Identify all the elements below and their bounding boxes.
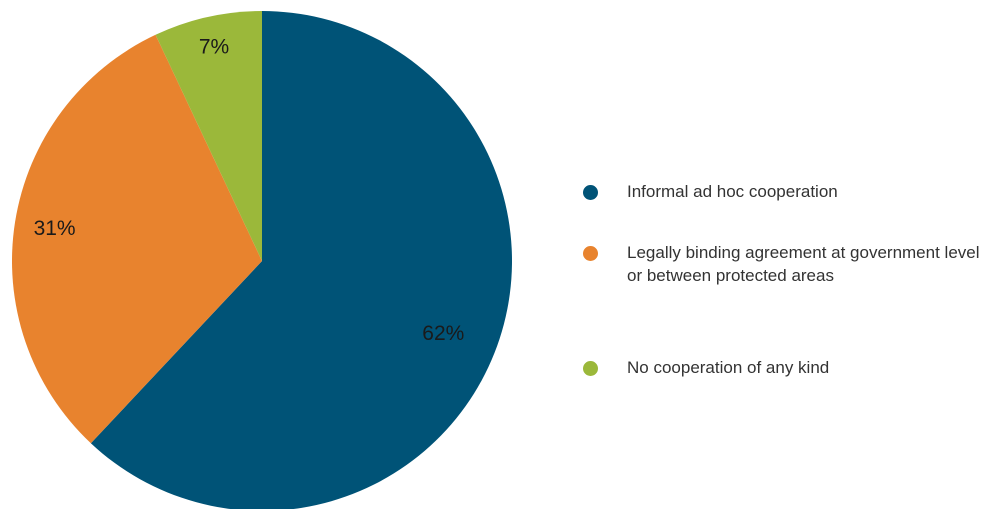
slice-informal [90, 11, 512, 509]
pie-chart: 62% 31% 7% [11, 11, 512, 509]
legend-swatch [583, 246, 598, 261]
slice-no-cooperation [155, 11, 262, 261]
legend-swatch [583, 185, 598, 200]
legend-label: Informal ad hoc cooperation [627, 182, 838, 201]
slice-legally-binding [11, 34, 263, 444]
slice-data-label: 31% [34, 217, 76, 240]
legend-label: Legally binding agreement at government … [627, 243, 980, 285]
legend-label: No cooperation of any kind [627, 358, 830, 377]
legend-swatch [583, 361, 598, 376]
slice-data-label: 7% [199, 35, 229, 58]
slice-data-label: 62% [422, 322, 464, 345]
